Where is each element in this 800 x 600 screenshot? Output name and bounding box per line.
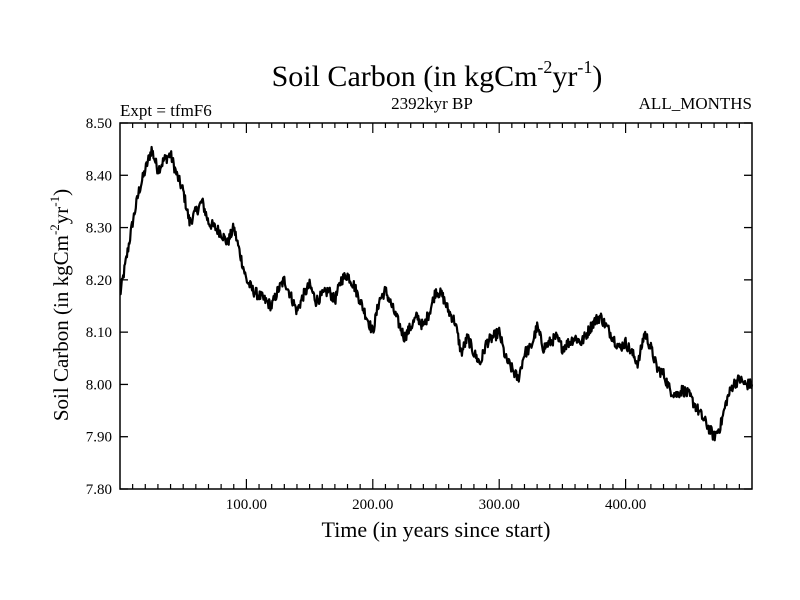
title-end: ) [592,60,602,93]
y-tick-label: 8.00 [86,377,112,393]
ylabel-main: Soil Carbon (in kgCm [49,235,73,421]
subtitle-center: 2392kyr BP [391,94,473,113]
y-tick-label: 8.10 [86,325,112,341]
title-mid: yr [552,60,577,93]
ylabel-sup2: -1 [47,196,62,207]
expt-label: Expt = tfmF6 [120,101,212,120]
chart-title: Soil Carbon (in kgCm-2yr-1) [272,57,603,93]
plot-frame [119,122,753,490]
y-axis-label: Soil Carbon (in kgCm-2yr-1) [47,189,73,421]
y-tick-label: 8.40 [86,168,112,184]
x-tick-label: 100.00 [226,497,267,513]
y-tick-label: 7.90 [86,430,112,446]
x-axis-label: Time (in years since start) [322,517,551,542]
y-tick-label: 7.80 [86,482,112,498]
x-tick-label: 300.00 [479,497,520,513]
y-tick-label: 8.30 [86,221,112,237]
subtitle-right: ALL_MONTHS [639,94,752,113]
series-line-soil-carbon [119,145,754,442]
title-sup2: -1 [577,57,592,77]
x-axis-ticks: 100.00 200.00 300.00 400.00 [132,123,740,513]
x-tick-label: 400.00 [605,497,646,513]
title-sup1: -2 [537,57,552,77]
ylabel-end: ) [49,189,73,196]
x-tick-label: 200.00 [352,497,393,513]
y-axis-ticks: 7.80 7.90 8.00 8.10 8.20 8.30 8.40 8.50 [86,116,752,498]
ylabel-mid: yr [49,207,73,225]
title-main: Soil Carbon (in kgCm [272,60,538,93]
y-tick-label: 8.50 [86,116,112,132]
ylabel-sup1: -2 [47,224,62,235]
y-tick-label: 8.20 [86,273,112,289]
